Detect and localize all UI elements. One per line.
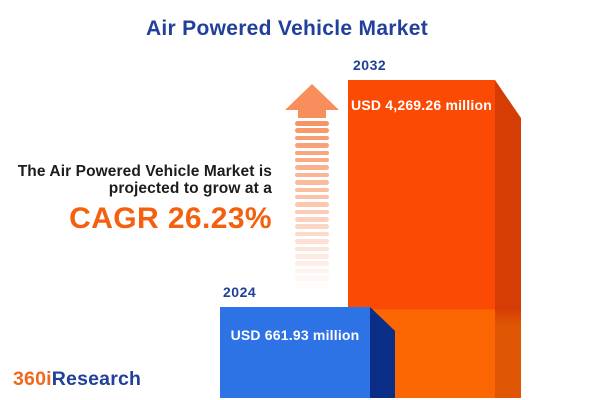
arrow-stripe bbox=[295, 187, 329, 193]
growth-statement: The Air Powered Vehicle Market is projec… bbox=[18, 163, 272, 236]
bar-2032-value-label: USD 4,269.26 million bbox=[351, 97, 492, 113]
bar-2024: USD 661.93 million bbox=[220, 307, 370, 398]
brand-logo-part2: Research bbox=[51, 368, 142, 390]
arrow-stripe bbox=[295, 246, 329, 252]
arrow-stripe bbox=[295, 172, 329, 178]
arrow-stripe bbox=[295, 143, 329, 148]
brand-logo: 360iResearch bbox=[13, 368, 141, 391]
bar-2032-side-face bbox=[495, 80, 521, 398]
bar-2024-value-label: USD 661.93 million bbox=[230, 327, 360, 343]
arrow-stripe bbox=[295, 239, 329, 244]
arrow-stripe bbox=[295, 254, 329, 259]
arrow-stripe bbox=[295, 150, 329, 156]
arrow-stripe bbox=[295, 121, 329, 126]
arrow-stripe bbox=[295, 180, 329, 185]
arrow-stripe bbox=[295, 283, 329, 289]
arrow-stripe bbox=[295, 268, 329, 274]
arrow-stripe bbox=[295, 128, 329, 133]
arrow-stripe bbox=[295, 209, 329, 215]
growth-statement-line2: projected to grow at a bbox=[108, 180, 272, 197]
cagr-value: CAGR 26.23% bbox=[69, 202, 272, 235]
arrow-stripe bbox=[295, 135, 329, 141]
arrow-stripe bbox=[295, 276, 329, 281]
arrow-stripe bbox=[295, 157, 329, 163]
arrow-stripe bbox=[295, 194, 329, 200]
arrow-stripe bbox=[295, 231, 329, 237]
arrow-stripe bbox=[295, 224, 329, 229]
growth-arrow-shaft bbox=[295, 121, 329, 291]
arrow-stripe bbox=[295, 217, 329, 222]
arrow-stripe bbox=[295, 202, 329, 207]
arrow-stripe bbox=[295, 165, 329, 170]
page-title: Air Powered Vehicle Market bbox=[145, 17, 429, 40]
brand-logo-part1: 360i bbox=[13, 368, 52, 390]
growth-statement-line1: The Air Powered Vehicle Market is bbox=[17, 163, 272, 180]
bar-year-label-2032: 2032 bbox=[353, 57, 387, 73]
arrow-stripe bbox=[295, 261, 329, 266]
growth-arrow-icon bbox=[285, 84, 339, 118]
bar-year-label-2024: 2024 bbox=[223, 284, 257, 300]
